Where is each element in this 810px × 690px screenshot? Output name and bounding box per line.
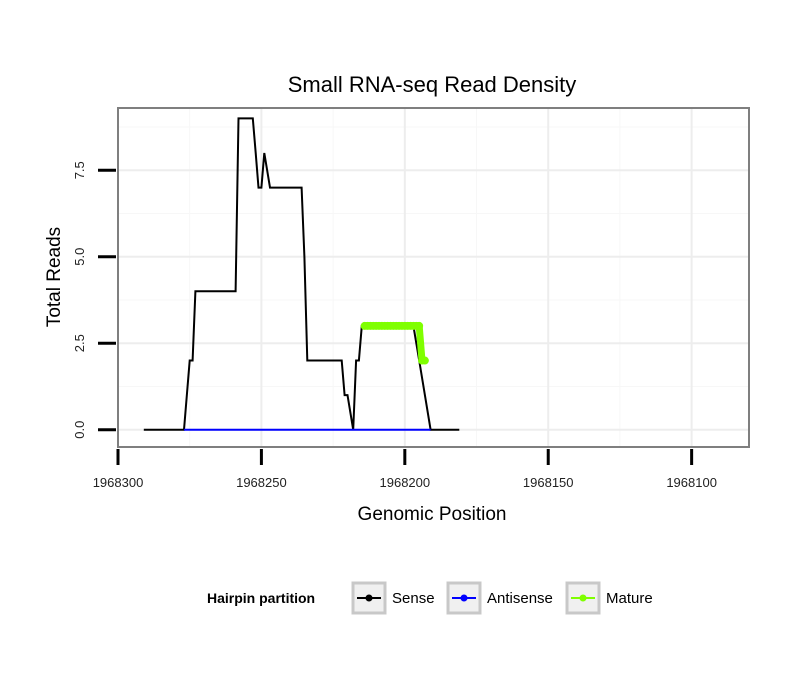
- y-tick-label: 5.0: [72, 248, 87, 266]
- x-tick-label: 1968150: [523, 475, 574, 490]
- legend-key-point-sense: [365, 594, 373, 602]
- y-tick-label: 7.5: [72, 161, 87, 179]
- legend-key-point-antisense: [460, 594, 468, 602]
- x-axis-title: Genomic Position: [358, 504, 507, 525]
- x-tick-label: 1968100: [666, 475, 717, 490]
- legend-label-antisense: Antisense: [487, 590, 553, 607]
- y-tick-label: 2.5: [72, 334, 87, 352]
- legend-label-sense: Sense: [392, 590, 435, 607]
- legend-key-point-mature: [579, 594, 587, 602]
- series-mature-point: [420, 356, 429, 365]
- y-tick-label: 0.0: [72, 421, 87, 439]
- y-axis-title: Total Reads: [44, 227, 65, 327]
- legend-item-sense: Sense: [351, 581, 435, 615]
- x-axis: 1968300 1968250 1968200 1968150 1968100: [93, 449, 717, 490]
- legend-item-mature: Mature: [565, 581, 653, 615]
- plot-border: [117, 107, 750, 448]
- x-tick-label: 1968300: [93, 475, 144, 490]
- y-axis: 0.0 2.5 5.0 7.5: [72, 161, 116, 439]
- x-tick-label: 1968200: [380, 475, 431, 490]
- x-tick-label: 1968250: [236, 475, 287, 490]
- plot-background: [118, 108, 749, 447]
- legend-item-antisense: Antisense: [446, 581, 553, 615]
- legend-title: Hairpin partition: [207, 590, 315, 606]
- series-layer: [143, 117, 460, 431]
- chart-title: Small RNA-seq Read Density: [288, 72, 577, 97]
- series-mature-point: [415, 321, 424, 330]
- legend-label-mature: Mature: [606, 590, 653, 607]
- legend: Hairpin partition Sense Antisense Mature: [207, 581, 653, 615]
